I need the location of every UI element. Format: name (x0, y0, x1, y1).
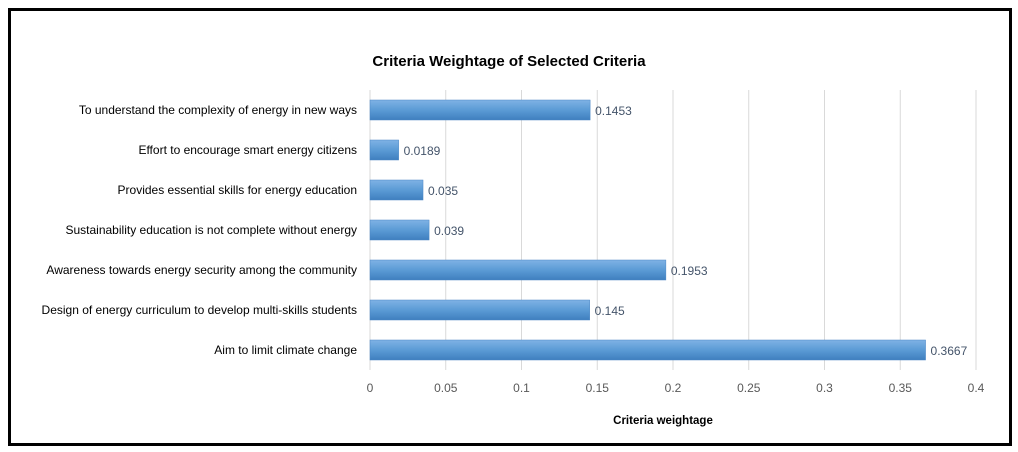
chart-frame (8, 8, 1012, 446)
bars (369, 99, 926, 361)
gridlines (369, 90, 977, 370)
bar (369, 219, 430, 241)
x-tick-label: 0.4 (968, 381, 985, 395)
x-tick-label: 0.05 (434, 381, 458, 395)
data-label: 0.1953 (671, 264, 708, 278)
category-label: Effort to encourage smart energy citizen… (138, 143, 357, 157)
bar (369, 139, 399, 161)
bar (369, 99, 591, 121)
category-label: Aim to limit climate change (214, 343, 357, 357)
category-label: Awareness towards energy security among … (46, 263, 357, 277)
x-tick-label: 0.3 (816, 381, 833, 395)
x-tick-label: 0.15 (586, 381, 610, 395)
bar (369, 339, 926, 361)
category-label: Provides essential skills for energy edu… (118, 183, 357, 197)
x-tick-label: 0.25 (737, 381, 761, 395)
bar (369, 259, 667, 281)
bar (369, 299, 590, 321)
data-labels: 0.1453 0.0189 0.035 0.039 0.1953 0.145 0.3667 (404, 104, 968, 358)
chart-title: Criteria Weightage of Selected Criteria (372, 53, 646, 70)
category-labels: To understand the complexity of energy i… (42, 103, 358, 357)
category-label: Design of energy curriculum to develop m… (42, 303, 357, 317)
category-label: To understand the complexity of energy i… (79, 103, 357, 117)
data-label: 0.3667 (931, 344, 968, 358)
x-tick-label: 0.2 (665, 381, 682, 395)
x-axis-title: Criteria weightage (613, 415, 713, 427)
data-label: 0.039 (434, 224, 464, 238)
data-label: 0.1453 (595, 104, 632, 118)
bar (369, 179, 424, 201)
data-label: 0.035 (428, 184, 458, 198)
x-tick-labels: 0 0.05 0.1 0.15 0.2 0.25 0.3 0.35 0.4 (367, 381, 985, 395)
data-label: 0.145 (595, 304, 625, 318)
x-tick-label: 0.35 (889, 381, 913, 395)
x-tick-label: 0.1 (513, 381, 530, 395)
category-label: Sustainability education is not complete… (65, 223, 357, 237)
data-label: 0.0189 (404, 144, 441, 158)
x-tick-label: 0 (367, 381, 374, 395)
